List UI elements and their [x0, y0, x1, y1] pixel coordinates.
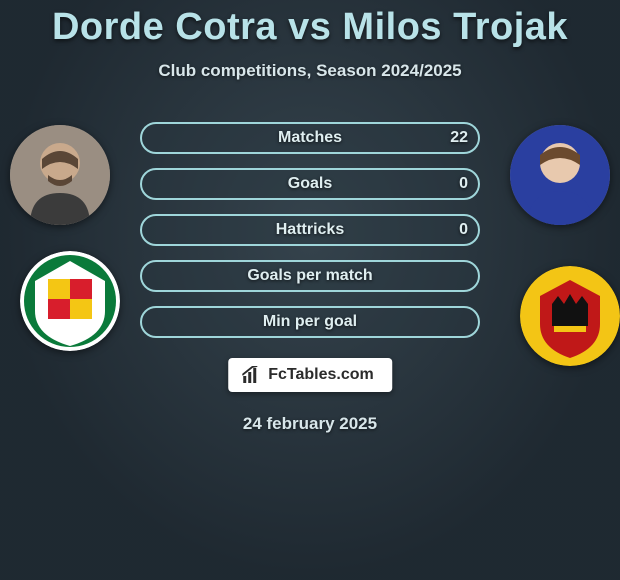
crest-placeholder-icon [20, 251, 120, 351]
club-crest-left [20, 251, 120, 351]
title-player-right: Milos Trojak [342, 6, 568, 48]
page-title: Dorde Cotra vs Milos Trojak [0, 0, 620, 49]
title-vs: vs [288, 6, 331, 48]
stat-row-hattricks: Hattricks 0 [140, 214, 480, 246]
avatar-placeholder-icon [510, 125, 610, 225]
stat-label: Matches [278, 129, 342, 147]
title-player-left: Dorde Cotra [52, 6, 277, 48]
stat-right-value: 0 [459, 221, 468, 239]
stats-block: Matches 22 Goals 0 Hattricks 0 Goals per… [140, 122, 480, 352]
brand-text: FcTables.com [268, 366, 374, 384]
footer-date: 24 february 2025 [0, 414, 620, 434]
stat-right-value: 0 [459, 175, 468, 193]
crest-placeholder-icon [520, 266, 620, 366]
player-photo-left [10, 125, 110, 225]
stat-label: Min per goal [263, 313, 357, 331]
stat-label: Goals [288, 175, 332, 193]
bar-chart-icon [242, 366, 262, 384]
subtitle: Club competitions, Season 2024/2025 [0, 61, 620, 81]
stat-row-min-per-goal: Min per goal [140, 306, 480, 338]
brand-link[interactable]: FcTables.com [228, 358, 392, 392]
avatar-placeholder-icon [10, 125, 110, 225]
stat-row-matches: Matches 22 [140, 122, 480, 154]
club-crest-right [520, 266, 620, 366]
player-photo-right [510, 125, 610, 225]
stat-label: Hattricks [276, 221, 344, 239]
stat-right-value: 22 [450, 129, 468, 147]
stat-row-goals-per-match: Goals per match [140, 260, 480, 292]
stat-row-goals: Goals 0 [140, 168, 480, 200]
stat-label: Goals per match [247, 267, 372, 285]
